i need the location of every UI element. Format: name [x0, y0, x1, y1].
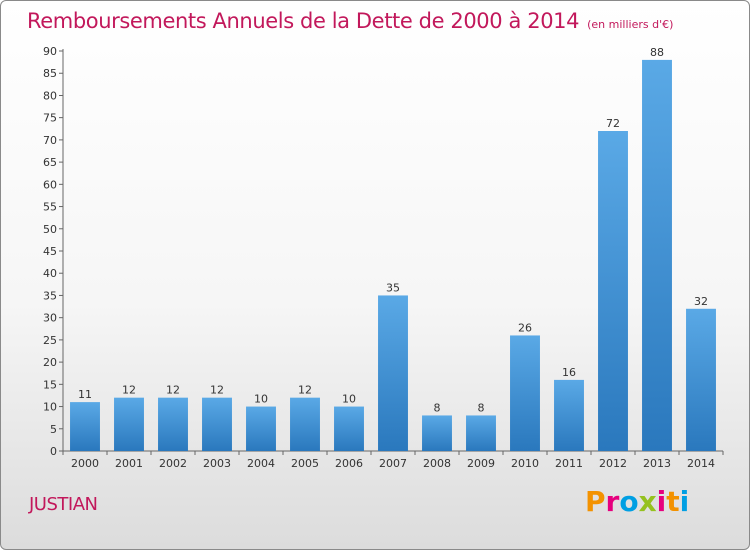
bar-2007 [378, 295, 408, 451]
bar-2010 [510, 335, 540, 451]
x-tick-label: 2006 [335, 457, 363, 470]
y-tick-label: 75 [43, 112, 57, 125]
chart-title: Remboursements Annuels de la Dette de 20… [27, 9, 673, 33]
y-tick-label: 0 [50, 445, 57, 458]
data-label: 35 [386, 281, 400, 294]
data-label: 26 [518, 321, 532, 334]
y-tick-label: 40 [43, 267, 57, 280]
data-label: 11 [78, 388, 92, 401]
bar-2012 [598, 131, 628, 451]
x-tick-label: 2014 [687, 457, 715, 470]
data-label: 12 [166, 384, 180, 397]
data-label: 88 [650, 46, 664, 59]
commune-name: JUSTIAN [29, 494, 98, 515]
logo-letter: t [666, 485, 680, 518]
bar-2014 [686, 308, 716, 451]
y-tick-label: 90 [43, 45, 57, 58]
data-label: 72 [606, 117, 620, 130]
chart-title-text: Remboursements Annuels de la Dette de 20… [27, 9, 580, 33]
x-tick-label: 2000 [71, 457, 99, 470]
data-label: 12 [210, 384, 224, 397]
y-tick-label: 30 [43, 312, 57, 325]
bar-2002 [158, 397, 188, 451]
bar-2001 [114, 397, 144, 451]
logo-letter: i [656, 485, 667, 518]
bar-2000 [70, 402, 100, 451]
y-tick-label: 50 [43, 223, 57, 236]
bar-2003 [202, 397, 232, 451]
bar-2013 [642, 59, 672, 452]
bar-2004 [246, 406, 276, 451]
x-tick-label: 2001 [115, 457, 143, 470]
logo-letter: o [619, 485, 639, 518]
data-label: 10 [254, 393, 268, 406]
data-label: 16 [562, 366, 576, 379]
bar-2008 [422, 415, 452, 451]
y-tick-label: 85 [43, 67, 57, 80]
y-tick-label: 65 [43, 156, 57, 169]
bar-2005 [290, 397, 320, 451]
x-tick-label: 2009 [467, 457, 495, 470]
chart-unit: (en milliers d'€) [587, 18, 674, 31]
y-tick-label: 15 [43, 378, 57, 391]
y-tick-label: 80 [43, 89, 57, 102]
x-tick-label: 2011 [555, 457, 583, 470]
data-label: 12 [122, 384, 136, 397]
logo-letter: P [585, 485, 606, 518]
y-tick-label: 35 [43, 289, 57, 302]
y-tick-label: 25 [43, 334, 57, 347]
data-label: 8 [478, 401, 485, 414]
data-label: 12 [298, 384, 312, 397]
bar-2011 [554, 379, 584, 451]
logo-letter: r [605, 485, 620, 518]
x-tick-label: 2013 [643, 457, 671, 470]
data-label: 10 [342, 393, 356, 406]
x-tick-label: 2002 [159, 457, 187, 470]
bar-2006 [334, 406, 364, 451]
y-tick-label: 5 [50, 423, 57, 436]
data-label: 32 [694, 295, 708, 308]
y-tick-label: 60 [43, 178, 57, 191]
x-tick-label: 2012 [599, 457, 627, 470]
data-label: 8 [434, 401, 441, 414]
x-tick-label: 2008 [423, 457, 451, 470]
y-tick-label: 20 [43, 356, 57, 369]
logo-letter: i [679, 485, 690, 518]
y-tick-label: 10 [43, 401, 57, 414]
x-tick-label: 2005 [291, 457, 319, 470]
x-tick-label: 2007 [379, 457, 407, 470]
bar-2009 [466, 415, 496, 451]
x-tick-label: 2004 [247, 457, 275, 470]
proxiti-logo[interactable]: Proxiti [585, 485, 689, 518]
y-tick-label: 55 [43, 201, 57, 214]
x-tick-label: 2003 [203, 457, 231, 470]
y-tick-label: 70 [43, 134, 57, 147]
logo-letter: x [638, 485, 657, 518]
y-tick-label: 45 [43, 245, 57, 258]
x-tick-label: 2010 [511, 457, 539, 470]
